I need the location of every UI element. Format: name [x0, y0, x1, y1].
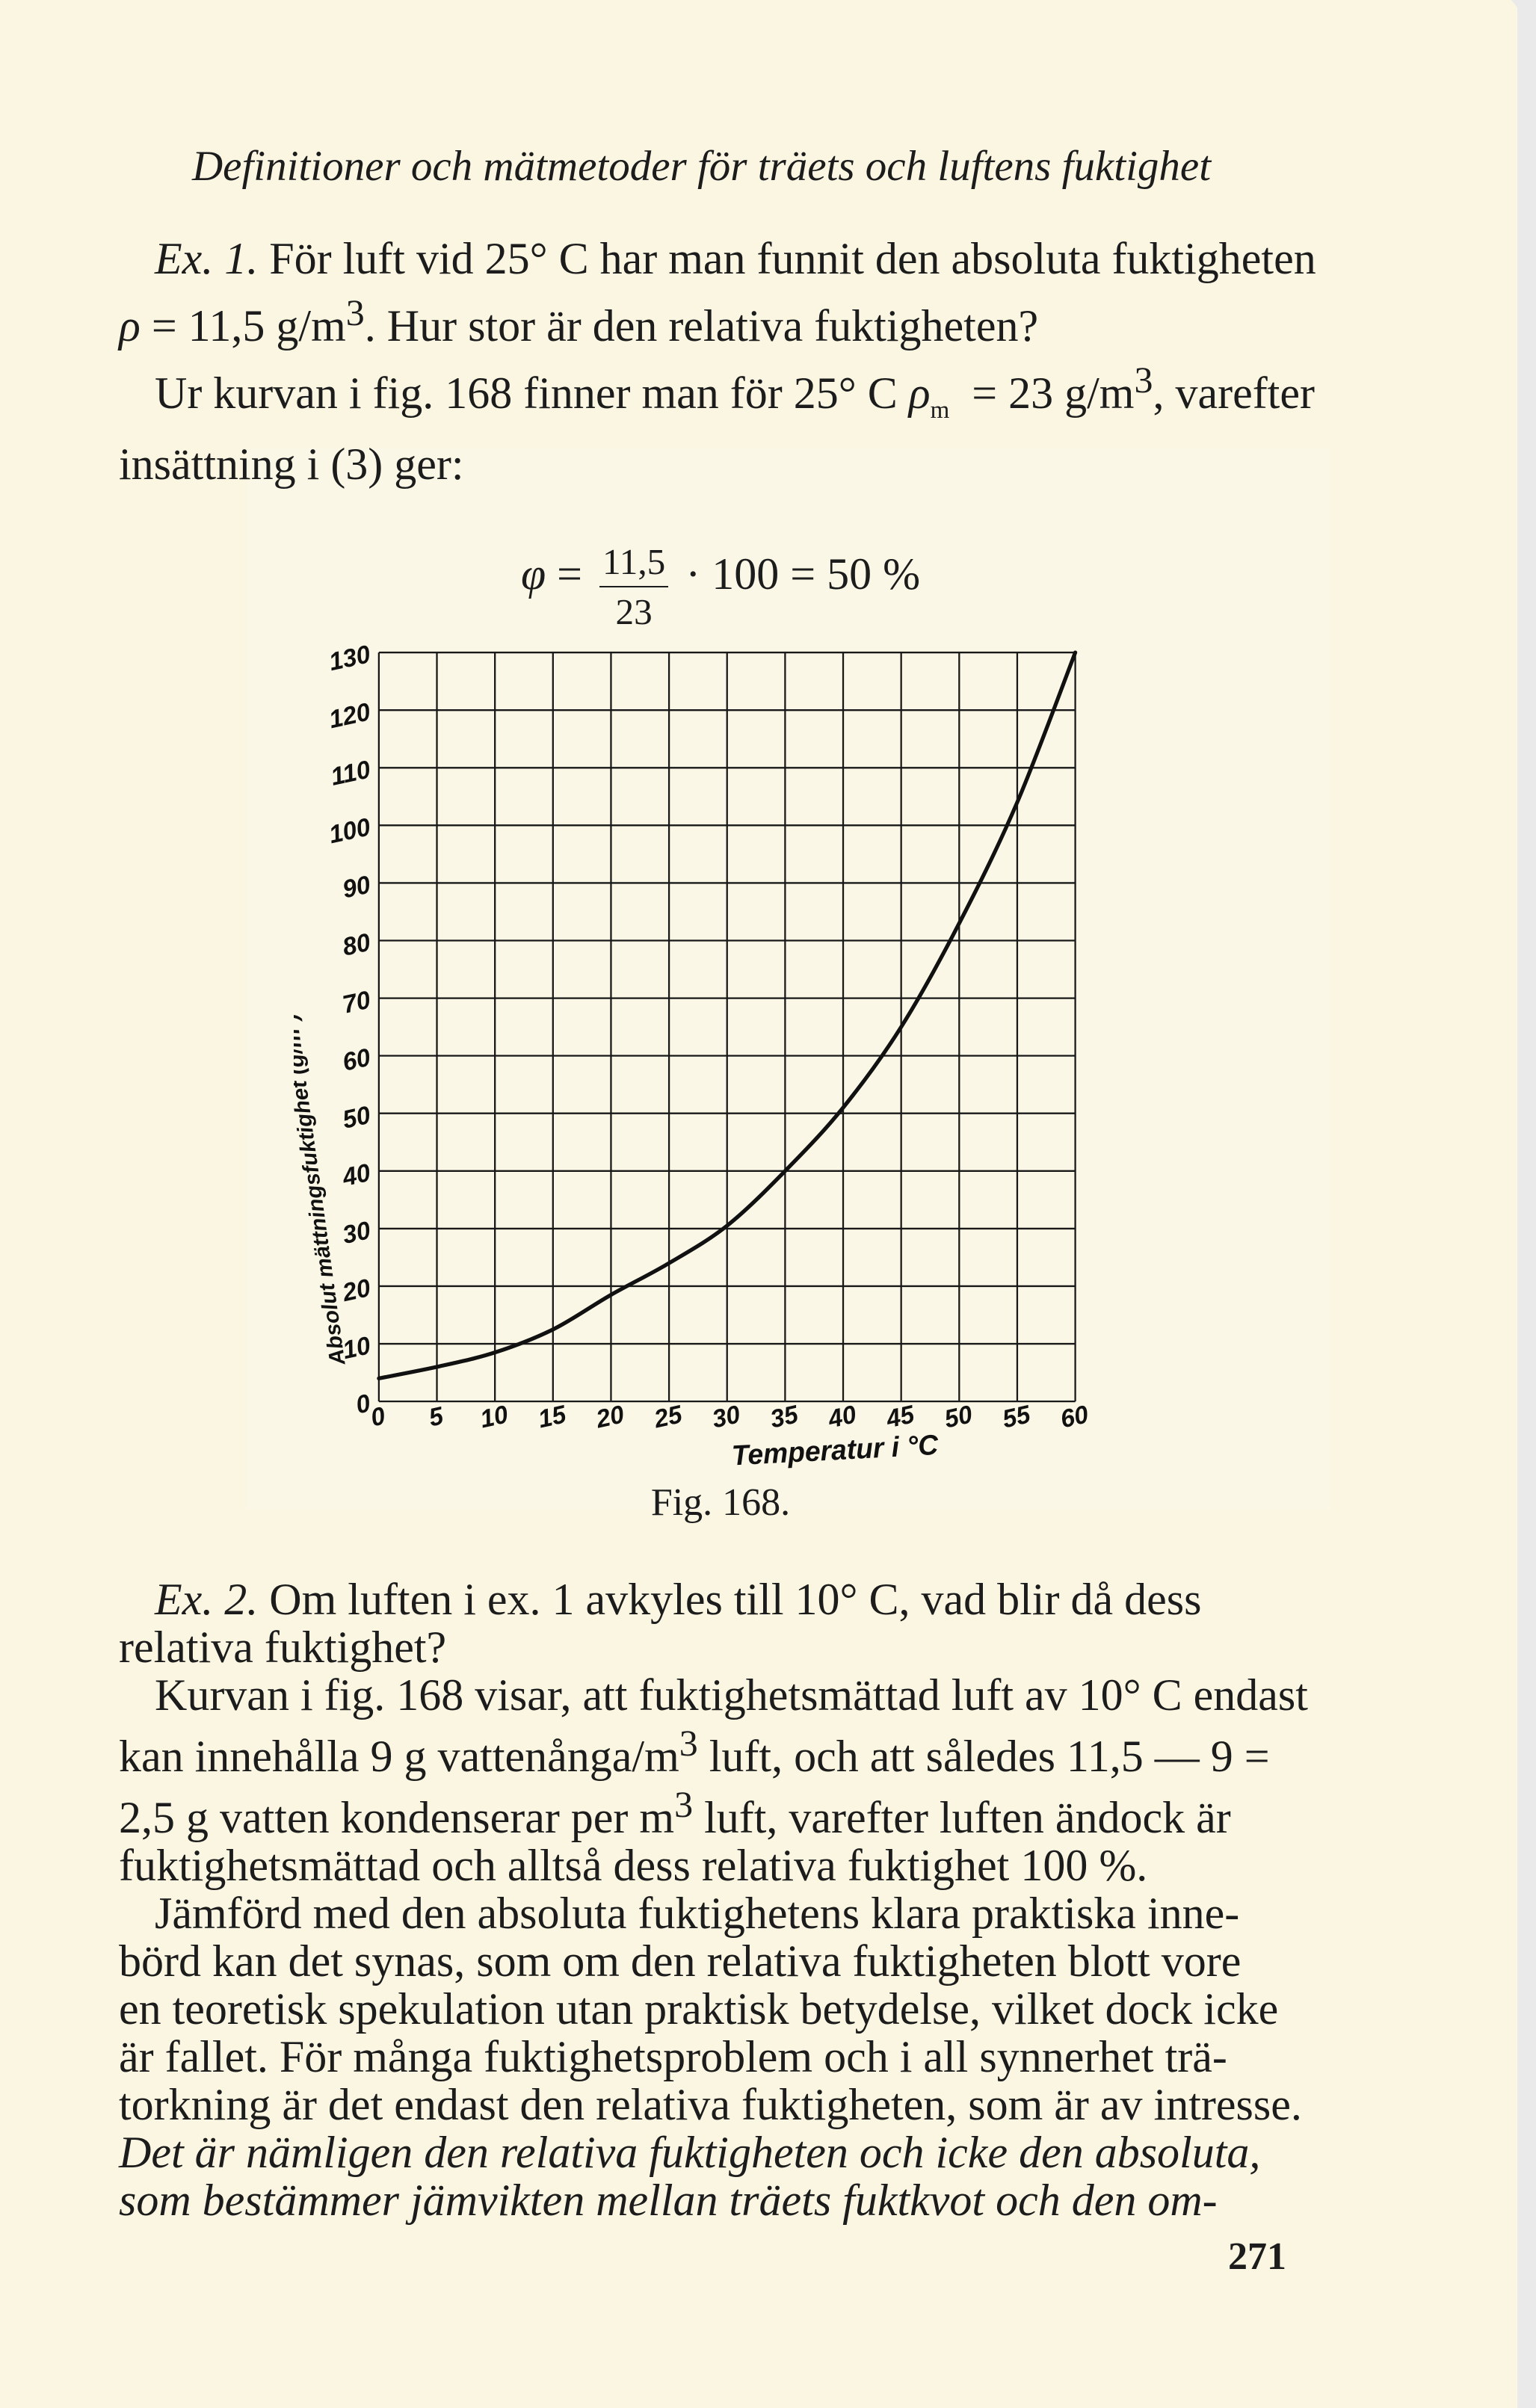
svg-text:50: 50 [340, 1102, 373, 1134]
svg-text:60: 60 [340, 1043, 373, 1076]
svg-text:40: 40 [339, 1159, 373, 1193]
svg-text:25: 25 [651, 1401, 685, 1434]
svg-text:60: 60 [1058, 1401, 1091, 1433]
svg-text:20: 20 [593, 1401, 627, 1434]
svg-text:100: 100 [327, 813, 373, 849]
svg-text:30: 30 [710, 1401, 743, 1433]
svg-text:50: 50 [942, 1401, 975, 1433]
svg-text:20: 20 [339, 1274, 373, 1308]
svg-text:Temperatur i °C: Temperatur i °C [731, 1429, 940, 1472]
svg-text:90: 90 [340, 871, 373, 904]
svg-text:80: 80 [340, 928, 373, 961]
svg-text:55: 55 [1000, 1401, 1033, 1433]
svg-text:130: 130 [327, 640, 373, 676]
svg-text:40: 40 [825, 1401, 859, 1434]
svg-text:15: 15 [536, 1401, 569, 1433]
svg-text:35: 35 [768, 1401, 801, 1433]
svg-text:0: 0 [368, 1402, 388, 1433]
svg-text:70: 70 [340, 986, 373, 1019]
svg-text:110: 110 [328, 756, 373, 791]
svg-text:45: 45 [883, 1401, 917, 1434]
svg-text:10: 10 [478, 1401, 511, 1433]
svg-text:120: 120 [327, 698, 373, 734]
svg-text:Absolut mättningsfuktighet (g/: Absolut mättningsfuktighet (g/m³) [294, 1013, 351, 1368]
svg-text:30: 30 [340, 1217, 373, 1250]
svg-text:5: 5 [427, 1402, 446, 1433]
